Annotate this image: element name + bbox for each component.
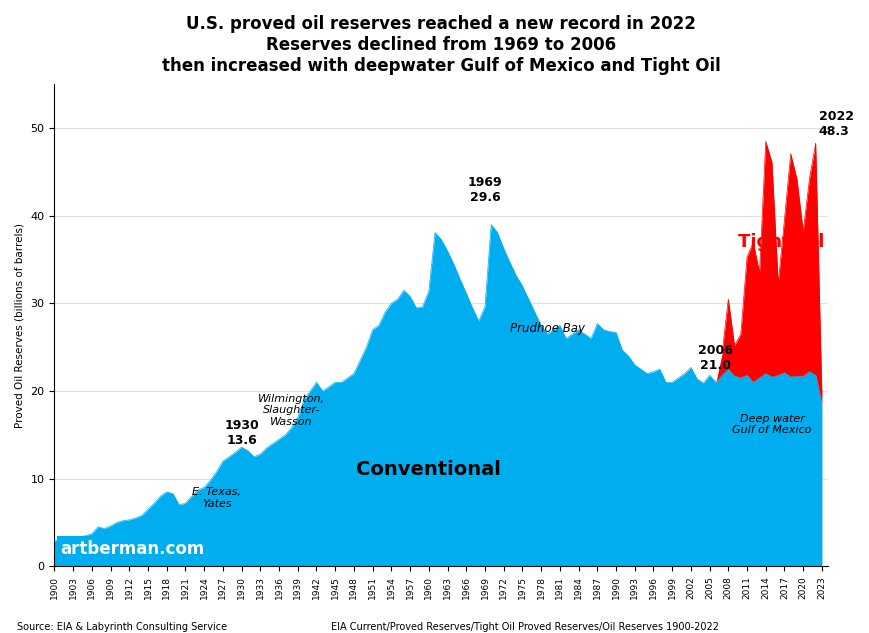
- Text: EIA Current/Proved Reserves/Tight Oil Proved Reserves/Oil Reserves 1900-2022: EIA Current/Proved Reserves/Tight Oil Pr…: [330, 622, 718, 632]
- Text: Wilmington,
Slaughter-
Wasson: Wilmington, Slaughter- Wasson: [258, 394, 325, 427]
- Text: 2006
21.0: 2006 21.0: [698, 344, 733, 372]
- Text: Conventional: Conventional: [356, 460, 501, 479]
- Text: Tight Oil: Tight Oil: [737, 233, 824, 251]
- Text: E. Texas,
Yates: E. Texas, Yates: [192, 487, 241, 509]
- Text: 1969
29.6: 1969 29.6: [468, 175, 501, 204]
- Text: 2022
48.3: 2022 48.3: [818, 110, 852, 138]
- Text: artberman.com: artberman.com: [61, 539, 205, 558]
- Y-axis label: Proved Oil Reserves (billions of barrels): Proved Oil Reserves (billions of barrels…: [15, 223, 25, 428]
- Title: U.S. proved oil reserves reached a new record in 2022
Reserves declined from 196: U.S. proved oil reserves reached a new r…: [162, 15, 720, 75]
- Text: Deep water
Gulf of Mexico: Deep water Gulf of Mexico: [732, 413, 811, 435]
- Text: Prudhoe Bay: Prudhoe Bay: [509, 322, 584, 334]
- Text: Source: EIA & Labyrinth Consulting Service: Source: EIA & Labyrinth Consulting Servi…: [17, 622, 228, 632]
- Text: 1930
13.6: 1930 13.6: [224, 419, 259, 447]
